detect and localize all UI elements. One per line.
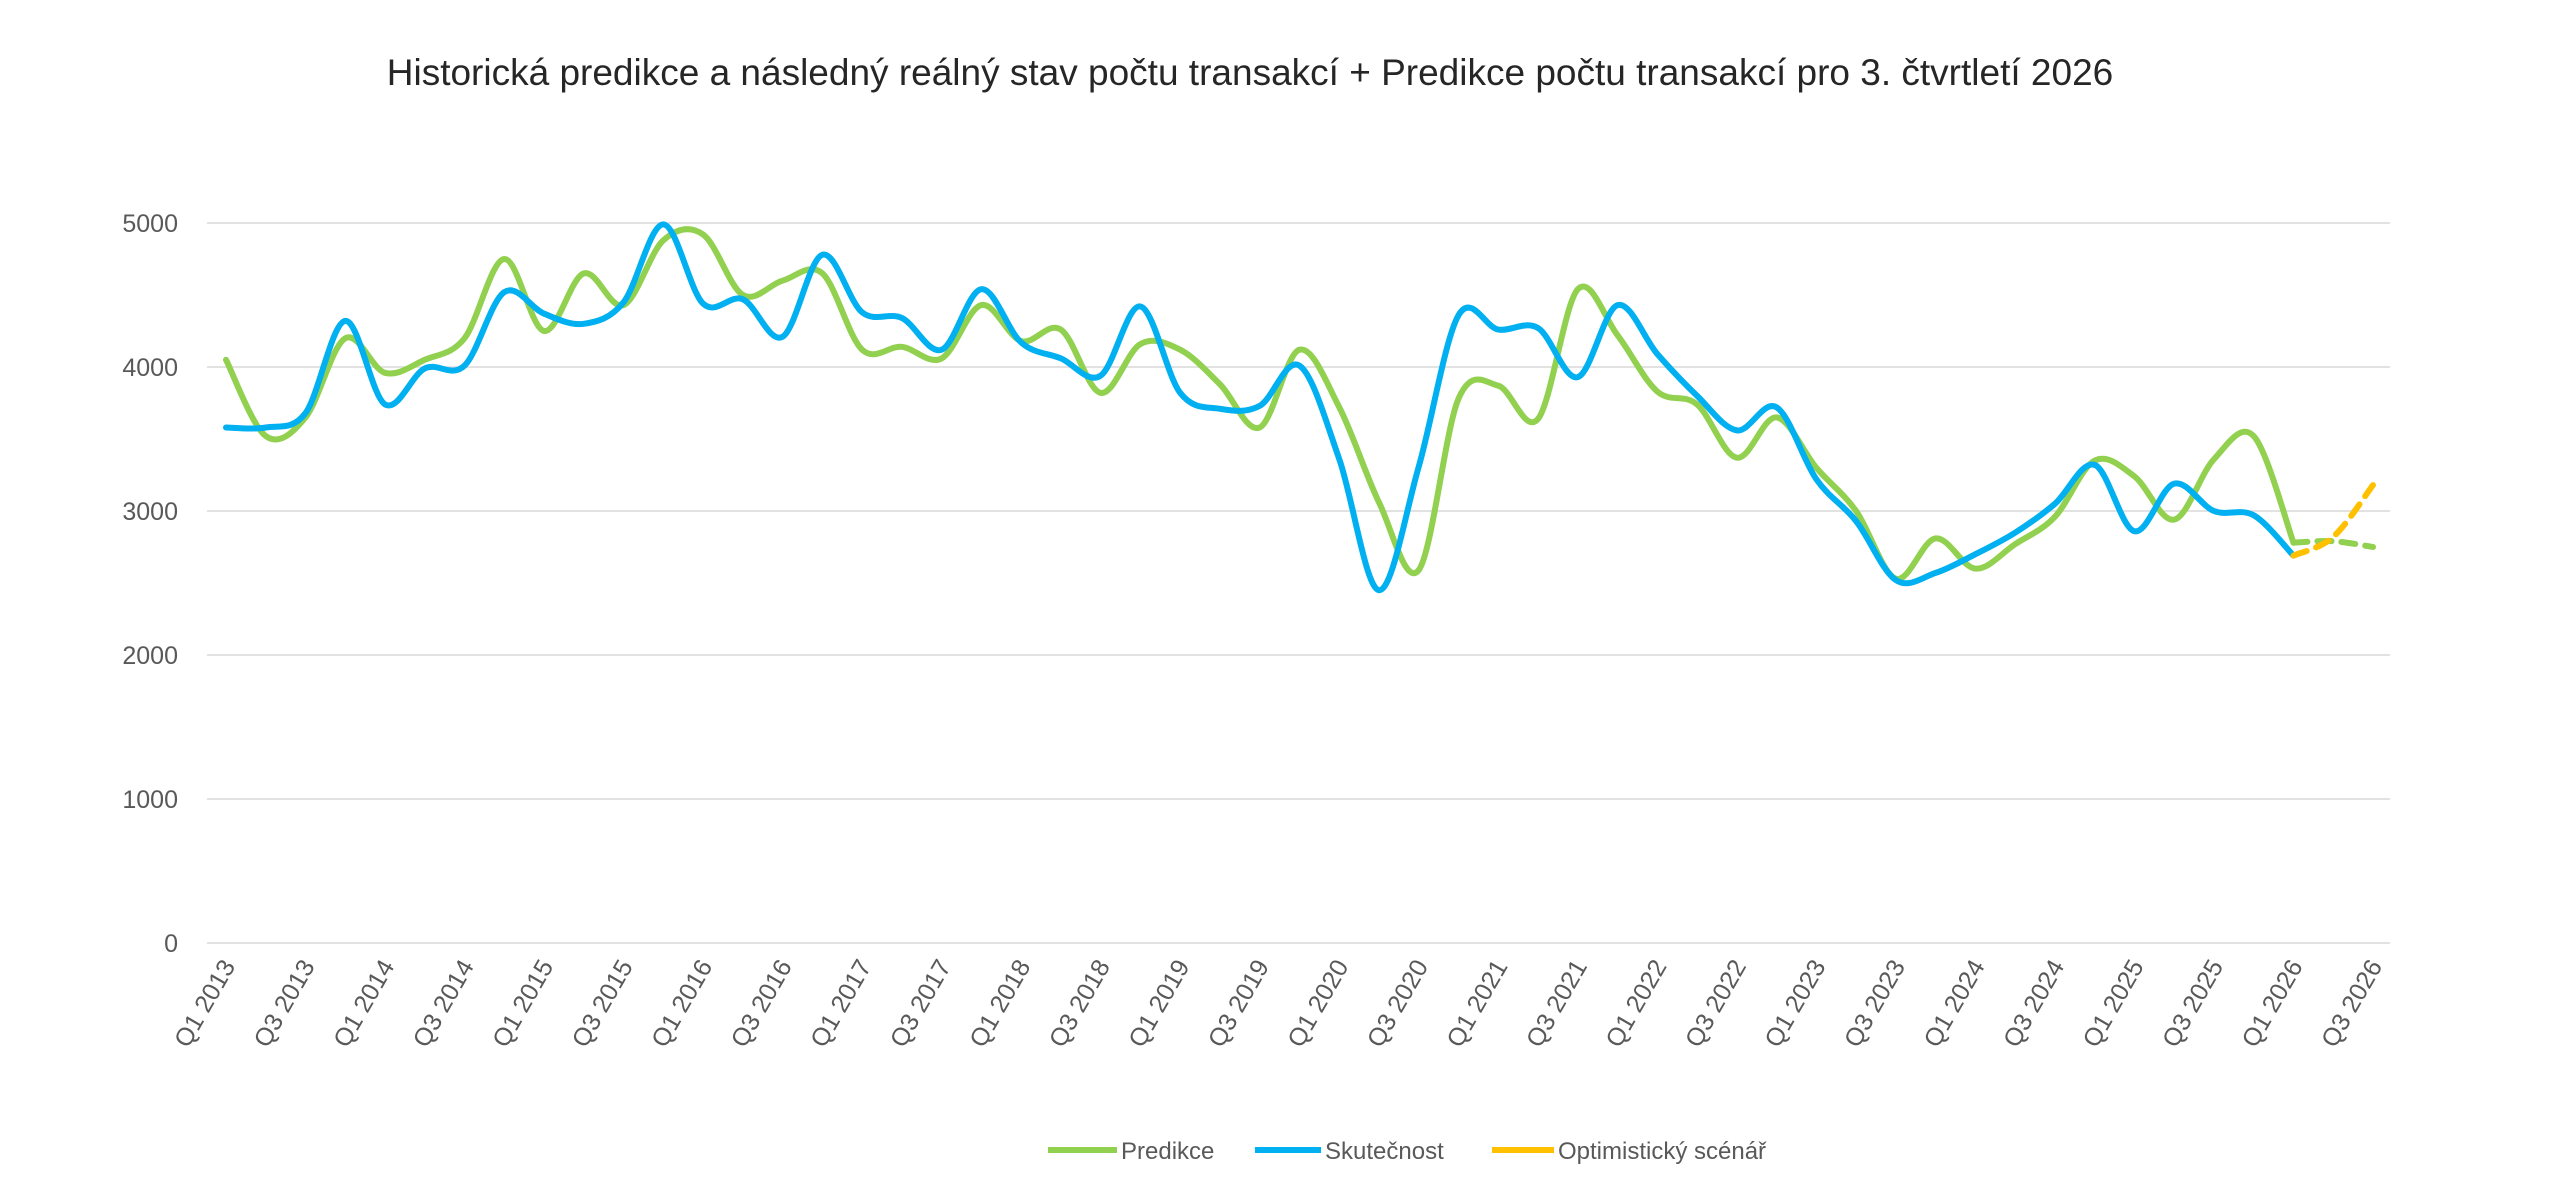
x-tick-label: Q3 2026 xyxy=(2316,955,2388,1052)
legend-label: Optimistický scénář xyxy=(1558,1138,1767,1165)
x-tick-label: Q3 2015 xyxy=(567,955,639,1052)
x-tick-label: Q3 2014 xyxy=(408,955,480,1052)
x-tick-label: Q1 2015 xyxy=(487,955,559,1052)
x-tick-label: Q3 2016 xyxy=(726,955,798,1052)
x-tick-label: Q3 2021 xyxy=(1521,955,1593,1052)
y-tick-label: 0 xyxy=(164,930,178,958)
series-lines xyxy=(223,221,2376,594)
x-tick-label: Q1 2017 xyxy=(805,955,877,1052)
x-tick-label: Q3 2025 xyxy=(2157,955,2229,1052)
x-tick-label: Q1 2021 xyxy=(1441,955,1513,1052)
y-tick-label: 5000 xyxy=(122,210,178,238)
x-tick-label: Q1 2022 xyxy=(1600,955,1672,1052)
legend: Predikce Skutečnost Optimistický scénář xyxy=(1048,1138,1767,1165)
y-axis-ticks: 0 1000 2000 3000 4000 5000 xyxy=(122,210,178,958)
x-tick-label: Q1 2014 xyxy=(328,955,400,1052)
x-tick-label: Q3 2023 xyxy=(1839,955,1911,1052)
x-tick-label: Q1 2018 xyxy=(964,955,1036,1052)
x-tick-label: Q3 2018 xyxy=(1044,955,1116,1052)
x-tick-label: Q3 2022 xyxy=(1680,955,1752,1052)
x-tick-label: Q3 2013 xyxy=(249,955,321,1052)
y-tick-label: 3000 xyxy=(122,498,178,526)
x-tick-label: Q1 2024 xyxy=(1918,955,1990,1052)
x-tick-label: Q1 2023 xyxy=(1759,955,1831,1052)
x-axis-ticks: Q1 2013 Q3 2013 Q1 2014 Q3 2014 Q1 2015 Q3 20… xyxy=(169,955,2388,1052)
y-tick-label: 2000 xyxy=(122,642,178,670)
series-line-skutecnost xyxy=(223,221,2297,594)
x-tick-label: Q1 2026 xyxy=(2236,955,2308,1052)
y-tick-label: 1000 xyxy=(122,786,178,814)
x-tick-label: Q3 2020 xyxy=(1362,955,1434,1052)
x-tick-label: Q1 2016 xyxy=(646,955,718,1052)
chart-title: Historická predikce a následný reálný st… xyxy=(386,52,2114,93)
x-tick-label: Q1 2019 xyxy=(1123,955,1195,1052)
x-tick-label: Q1 2013 xyxy=(169,955,241,1052)
legend-label: Skutečnost xyxy=(1325,1138,1444,1165)
x-tick-label: Q1 2020 xyxy=(1282,955,1354,1052)
x-tick-label: Q3 2024 xyxy=(1998,955,2070,1052)
x-tick-label: Q3 2017 xyxy=(885,955,957,1052)
series-line-optimisticky-scenar xyxy=(2290,482,2376,559)
series-line-predikce-forecast xyxy=(2290,538,2376,550)
gridlines xyxy=(207,222,2390,944)
x-tick-label: Q3 2019 xyxy=(1203,955,1275,1052)
y-tick-label: 4000 xyxy=(122,354,178,382)
legend-label: Predikce xyxy=(1121,1138,1214,1165)
x-tick-label: Q1 2025 xyxy=(2077,955,2149,1052)
